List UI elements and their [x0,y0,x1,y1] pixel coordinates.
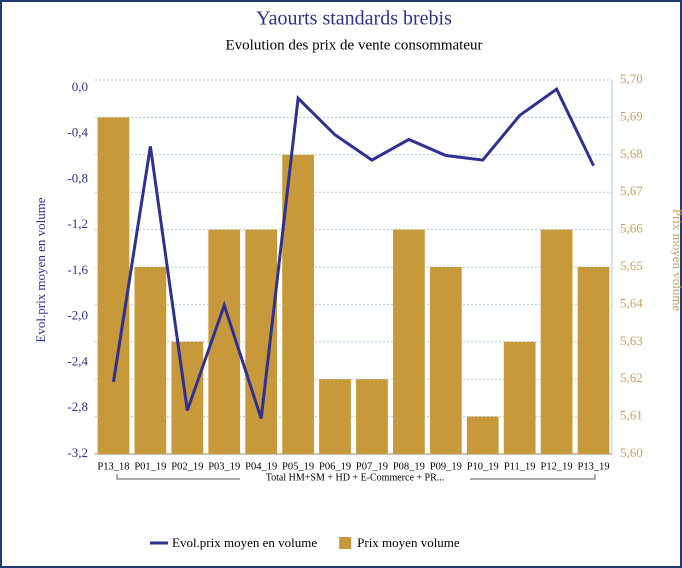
bar [319,379,351,454]
y2-tick-label: 5,62 [620,370,643,385]
bar [97,117,130,455]
y-tick-label: -2,0 [67,308,88,323]
x-tick-label: P03_19 [208,461,240,472]
x-tick-label: P04_19 [245,461,277,472]
legend-swatch [339,537,352,549]
y-tick-label: 0,0 [72,79,88,94]
x-tick-label: P13_18 [97,461,129,472]
y2-tick-label: 5,63 [620,333,643,348]
group-label: Total HM+SM + HD + E-Commerce + PR... [266,472,445,483]
y-tick-label: -1,2 [67,216,88,231]
y-tick-label: -1,6 [67,262,88,277]
bar [245,229,278,454]
x-tick-label: P06_19 [319,461,351,472]
bar [466,416,499,454]
x-tick-label: P02_19 [171,461,203,472]
y2-tick-label: 5,70 [620,71,643,86]
y-axis-title: Evol.prix moyen en volume [33,197,48,342]
chart-title: Yaourts standards brebis [256,8,452,30]
bar [577,267,610,454]
x-tick-label: P05_19 [282,461,314,472]
bar [540,229,573,454]
bar [503,341,536,454]
y2-tick-label: 5,65 [620,258,643,273]
y2-tick-label: 5,60 [620,445,643,460]
bar [282,154,314,455]
x-tick-label: P09_19 [430,461,462,472]
bar [429,267,462,454]
x-tick-label: P11_19 [504,461,536,472]
y2-tick-label: 5,68 [620,146,643,161]
x-tick-label: P10_19 [467,461,499,472]
y2-tick-label: 5,66 [620,221,643,236]
bar [171,341,204,454]
chart-subtitle: Evolution des prix de vente consommateur [225,37,482,53]
y2-tick-label: 5,64 [620,295,643,310]
y2-tick-label: 5,61 [620,408,643,423]
x-tick-label: P01_19 [134,461,166,472]
y2-tick-label: 5,67 [620,183,643,198]
y-tick-label: -0,8 [67,170,88,185]
group-label-bg [240,472,470,484]
legend-label: Evol.prix moyen en volume [172,535,317,550]
y-tick-label: -2,4 [67,353,88,368]
y2-axis-title: Prix moyen volume [670,209,682,312]
bar [134,267,167,454]
x-tick-label: P08_19 [393,461,425,472]
bar [356,379,388,454]
x-tick-label: P13_19 [577,461,609,472]
x-tick-label: P07_19 [356,461,388,472]
y2-tick-label: 5,69 [620,108,643,123]
x-tick-label: P12_19 [541,461,573,472]
legend-label: Prix moyen volume [357,535,460,550]
y-tick-label: -0,4 [67,125,88,140]
line [111,86,595,420]
bar [393,229,425,454]
y-tick-label: -3,2 [67,445,88,460]
y-tick-label: -2,8 [67,399,88,414]
